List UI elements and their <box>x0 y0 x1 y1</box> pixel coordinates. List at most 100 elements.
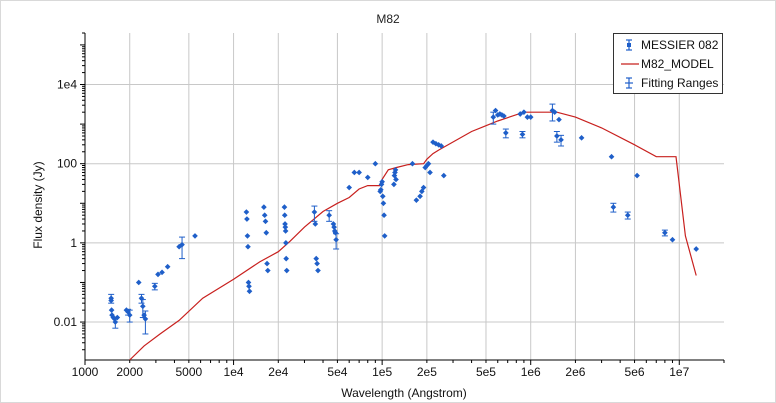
data-point <box>263 229 270 236</box>
chart-title: M82 <box>376 12 400 26</box>
data-point <box>558 137 564 143</box>
range-marker-icon <box>625 77 633 89</box>
data-point <box>610 204 617 210</box>
y-axis-label: Flux density (Jy) <box>31 161 45 249</box>
data-point <box>114 314 121 321</box>
legend-label: MESSIER 082 <box>641 38 719 52</box>
x-tick-label: 1e6 <box>521 365 541 379</box>
y-tick-label: 0.01 <box>54 315 78 329</box>
data-point <box>380 200 387 207</box>
data-point <box>527 114 534 120</box>
data-point <box>264 267 271 274</box>
data-point <box>164 263 171 270</box>
model-line <box>129 111 697 361</box>
data-point <box>427 169 433 176</box>
data-point <box>379 193 386 200</box>
line-swatch-icon <box>621 63 639 65</box>
data-point <box>669 236 676 243</box>
data-point <box>554 133 560 139</box>
data-point <box>282 228 289 234</box>
x-tick-label: 1000 <box>72 365 99 379</box>
data-point <box>351 169 358 176</box>
data-point <box>138 295 145 302</box>
x-tick-label: 5e6 <box>625 365 645 379</box>
x-tick-label: 2e6 <box>565 365 585 379</box>
legend-item-messier-082: MESSIER 082 <box>614 36 722 54</box>
data-point <box>413 197 420 203</box>
data-point <box>139 303 146 310</box>
data-point <box>123 307 130 313</box>
data-point <box>142 316 149 322</box>
data-point <box>662 229 668 236</box>
data-point <box>282 224 289 230</box>
data-point <box>281 204 288 210</box>
data-point <box>246 283 252 290</box>
data-point <box>244 216 250 222</box>
data-point <box>578 134 585 141</box>
x-tick-label: 1e5 <box>372 365 392 379</box>
x-tick-label: 5e5 <box>476 365 496 379</box>
x-axis-label: Wavelength (Angstrom) <box>341 386 467 400</box>
data-point <box>135 279 142 286</box>
y-tick-label: 1e4 <box>57 78 77 92</box>
data-point <box>438 143 445 149</box>
data-point <box>244 233 251 239</box>
data-point <box>551 109 558 116</box>
data-point <box>501 113 507 119</box>
data-point <box>282 221 288 227</box>
data-point <box>519 131 526 138</box>
data-point <box>417 193 423 200</box>
data-point <box>378 186 384 193</box>
x-tick-label: 1e7 <box>669 365 689 379</box>
data-point <box>313 255 320 262</box>
legend-label: Fitting Ranges <box>641 76 719 90</box>
data-point <box>151 283 158 290</box>
data-point <box>393 176 399 183</box>
data-point <box>326 212 332 219</box>
data-point <box>381 212 387 219</box>
data-point <box>492 107 499 114</box>
data-point <box>261 212 268 219</box>
data-point <box>379 178 385 185</box>
data-point <box>261 204 267 210</box>
data-point <box>245 279 252 286</box>
data-point <box>381 233 388 239</box>
data-point <box>246 288 253 295</box>
data-point <box>192 233 198 239</box>
data-point <box>356 169 362 176</box>
data-point <box>346 184 353 191</box>
data-point <box>420 184 427 191</box>
data-point <box>283 240 289 246</box>
data-point <box>112 319 119 325</box>
errorbar-point-icon <box>626 39 632 51</box>
data-point <box>608 153 615 160</box>
x-tick-label: 2e5 <box>417 365 437 379</box>
data-point <box>264 260 270 267</box>
data-point <box>693 246 700 252</box>
data-point <box>283 255 290 262</box>
data-point <box>311 209 318 215</box>
data-point <box>108 297 114 304</box>
data-point <box>392 166 399 173</box>
data-point <box>490 114 497 120</box>
data-point <box>331 224 337 230</box>
data-point <box>364 174 371 181</box>
data-point <box>409 160 416 167</box>
x-tick-label: 1e4 <box>224 365 244 379</box>
data-point <box>108 307 115 313</box>
x-tick-label: 5e4 <box>327 365 347 379</box>
data-point <box>314 260 320 267</box>
data-point <box>524 114 531 120</box>
data-point <box>333 236 339 243</box>
data-point <box>243 209 250 215</box>
data-point <box>315 267 321 274</box>
data-point <box>425 160 432 167</box>
data-point <box>245 243 251 250</box>
data-point <box>556 116 562 123</box>
data-point <box>502 130 509 136</box>
data-point <box>372 160 379 167</box>
data-point <box>159 269 165 276</box>
data-point <box>391 181 397 188</box>
y-tick-label: 100 <box>57 157 77 171</box>
